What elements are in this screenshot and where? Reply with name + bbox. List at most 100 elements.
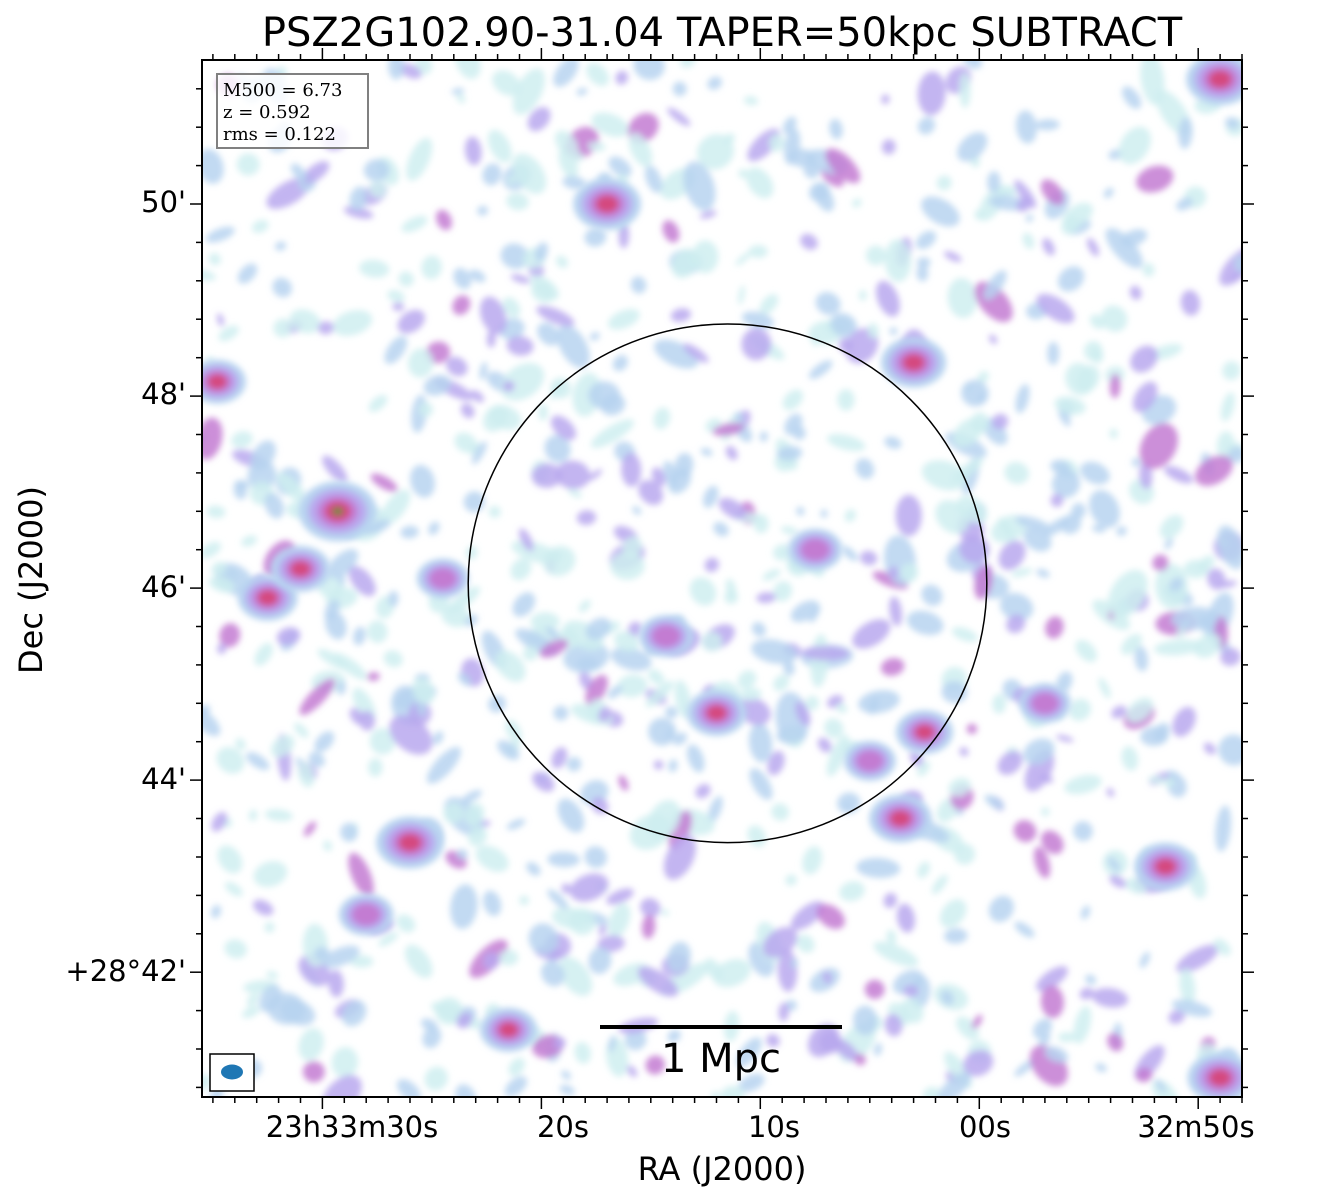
noise-speckle	[917, 71, 946, 116]
noise-speckle	[637, 966, 679, 997]
noise-speckle	[825, 148, 861, 184]
noise-speckle	[1107, 569, 1148, 619]
info-box-frame	[216, 73, 369, 149]
noise-speckle	[998, 517, 1014, 539]
noise-speckle	[1118, 126, 1151, 165]
noise-speckle	[1007, 187, 1017, 196]
noise-speckle	[748, 245, 768, 258]
noise-speckle	[574, 1041, 591, 1064]
noise-speckle	[358, 710, 376, 731]
emission-peak-contour	[257, 590, 278, 606]
noise-speckle	[628, 132, 653, 167]
noise-speckle	[500, 362, 545, 401]
emission-peak	[895, 710, 954, 755]
noise-speckle	[645, 1055, 665, 1075]
noise-speckle	[1111, 705, 1127, 719]
emission-peak	[416, 558, 469, 599]
noise-speckle	[653, 339, 699, 369]
noise-speckle	[1040, 179, 1065, 206]
noise-speckle	[512, 68, 545, 115]
noise-speckle	[208, 576, 236, 593]
noise-speckle	[881, 139, 896, 155]
noise-speckle	[1121, 746, 1139, 771]
noise-speckle	[663, 834, 696, 880]
noise-speckle	[998, 540, 1026, 571]
noise-speckle	[858, 290, 867, 301]
noise-speckle	[333, 652, 367, 680]
noise-speckle	[205, 226, 235, 243]
emission-peak-contour	[499, 1022, 518, 1038]
emission-peak	[787, 528, 843, 571]
noise-speckle	[432, 731, 444, 745]
noise-speckle	[589, 332, 600, 341]
noise-speckle	[219, 623, 241, 648]
noise-speckle	[751, 639, 798, 664]
noise-speckle	[423, 374, 451, 396]
noise-speckle	[606, 888, 634, 905]
noise-speckle	[353, 626, 366, 646]
noise-speckle	[443, 802, 464, 824]
noise-speckle	[452, 295, 471, 316]
noise-speckle	[303, 821, 317, 837]
noise-speckle	[1193, 633, 1222, 658]
noise-speckle	[584, 227, 607, 247]
noise-speckle	[773, 674, 790, 692]
noise-speckle	[1015, 110, 1038, 144]
noise-speckle	[653, 760, 664, 770]
noise-speckle	[1109, 875, 1127, 888]
noise-speckle	[1213, 938, 1231, 956]
noise-speckle	[397, 309, 425, 334]
noise-speckle	[1109, 428, 1118, 439]
noise-speckle	[598, 706, 611, 722]
noise-speckle	[370, 473, 398, 492]
noise-speckle	[1036, 293, 1075, 324]
noise-speckle	[551, 747, 568, 769]
y-axis: 50' 48' 46' 44' +28°42' Dec (J2000)	[12, 185, 186, 988]
noise-speckle	[557, 798, 585, 833]
noise-speckle	[1036, 568, 1050, 578]
noise-speckle	[988, 334, 998, 344]
noise-speckle	[817, 737, 832, 753]
noise-speckle	[407, 348, 434, 378]
noise-speckle	[1098, 677, 1111, 699]
noise-speckle	[251, 219, 269, 233]
noise-speckle	[815, 292, 841, 315]
noise-speckle	[921, 196, 960, 227]
emission-peak-contour	[652, 625, 681, 647]
noise-speckle	[956, 1016, 979, 1041]
scalebar: 1 Mpc	[600, 1025, 842, 1082]
noise-speckle	[686, 744, 705, 773]
noise-speckle	[895, 494, 922, 537]
noise-speckle	[1079, 987, 1094, 1000]
noise-speckle	[553, 1037, 566, 1050]
noise-speckle	[264, 809, 293, 822]
noise-speckle	[936, 175, 952, 191]
noise-speckle	[746, 167, 774, 199]
noise-speckle	[507, 175, 516, 185]
noise-speckle	[1103, 187, 1114, 199]
noise-speckle	[762, 927, 798, 958]
noise-speckle	[588, 947, 612, 975]
emission-peak	[1186, 60, 1242, 106]
noise-speckle	[943, 251, 962, 262]
noise-speckle	[368, 394, 388, 412]
noise-speckle	[1043, 516, 1070, 537]
noise-speckle	[1179, 967, 1196, 1006]
noise-speckle	[362, 519, 391, 535]
radio-emission-map	[202, 60, 1242, 1097]
noise-speckle	[210, 904, 222, 919]
noise-speckle	[1139, 951, 1150, 969]
noise-speckle	[217, 845, 243, 874]
noise-speckle	[695, 784, 711, 799]
noise-speckle	[500, 243, 530, 269]
noise-speckle	[568, 488, 582, 498]
noise-speckle	[824, 718, 844, 739]
noise-speckle	[854, 1053, 866, 1066]
noise-speckle	[780, 526, 798, 535]
noise-speckle	[247, 992, 259, 1007]
emission-peak	[376, 816, 444, 869]
scalebar-label: 1 Mpc	[661, 1036, 781, 1082]
noise-speckle	[325, 611, 347, 640]
noise-speckle	[559, 1084, 575, 1096]
noise-speckle	[202, 269, 216, 281]
